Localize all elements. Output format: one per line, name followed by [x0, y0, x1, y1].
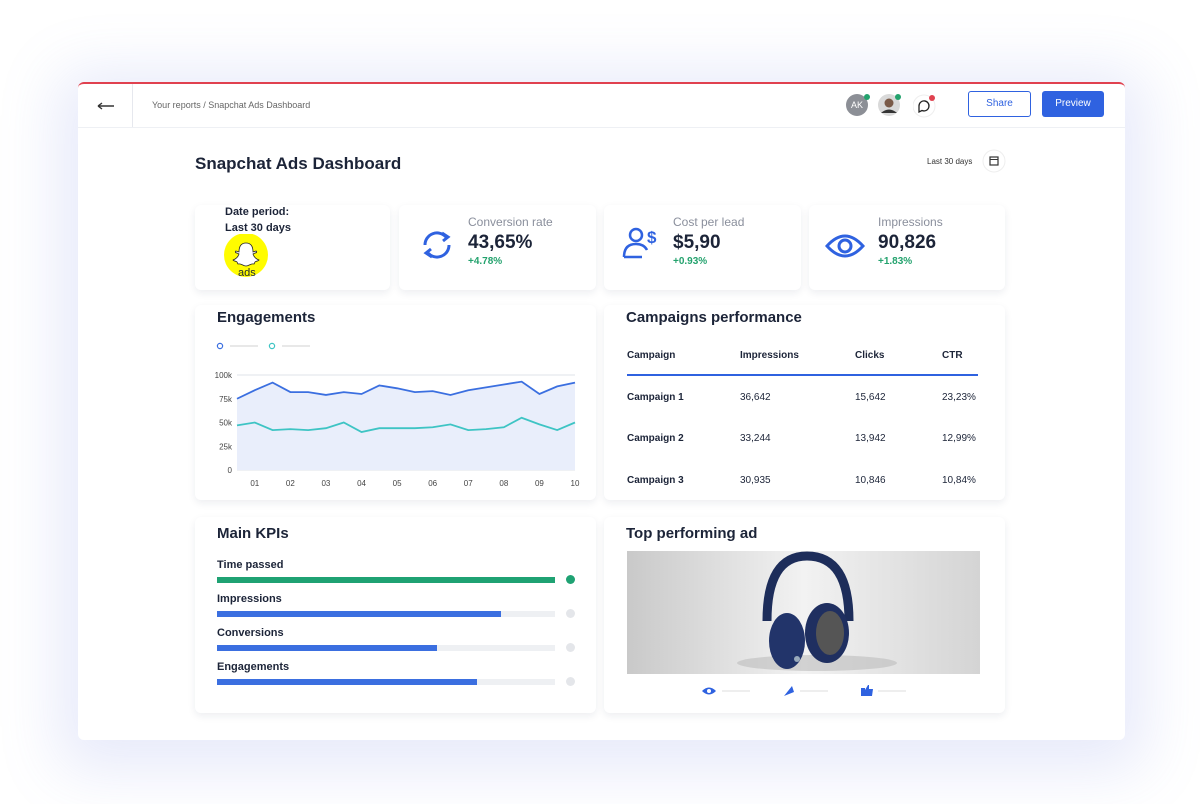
- card-title: Campaigns performance: [626, 309, 802, 326]
- x-tick-label: 01: [250, 479, 259, 488]
- breadcrumb[interactable]: Your reports / Snapchat Ads Dashboard: [152, 100, 311, 110]
- stat-change: +0.93%: [673, 256, 708, 267]
- header-rule: [627, 374, 978, 376]
- x-tick-label: 02: [286, 479, 295, 488]
- stat-label: Conversion rate: [468, 215, 553, 229]
- kpi-label: Conversions: [217, 627, 284, 639]
- card-title: Main KPIs: [217, 525, 289, 542]
- top-ad-card: Top performing ad: [604, 517, 1005, 713]
- x-tick-label: 06: [428, 479, 437, 488]
- preview-button[interactable]: Preview: [1042, 91, 1104, 117]
- header-border: [78, 127, 1125, 128]
- stat-change: +4.78%: [468, 256, 503, 267]
- ad-actions: [702, 685, 906, 696]
- stat-label: Impressions: [878, 215, 943, 229]
- logo-text: ads: [238, 267, 256, 279]
- cell: 36,642: [740, 392, 771, 403]
- progress-bar: [217, 577, 555, 583]
- area: [237, 381, 575, 470]
- kpis-card: Main KPIs Time passed Impressions Conversi…: [195, 517, 596, 713]
- cell: 10,846: [855, 475, 886, 486]
- legend-marker: [268, 342, 276, 350]
- stat-card: Impressions 90,826 +1.83%: [809, 205, 1005, 290]
- line: [236, 416, 576, 433]
- y-tick-label: 0: [228, 466, 233, 475]
- status-icon: [566, 609, 575, 618]
- y-tick-label: 25k: [219, 442, 233, 451]
- stat-value: 90,826: [878, 232, 937, 253]
- calendar-button[interactable]: [981, 149, 1007, 175]
- column-header: Clicks: [855, 350, 885, 361]
- x-tick-label: 05: [393, 479, 402, 488]
- progress-bar: [217, 679, 478, 685]
- ad-image: [627, 551, 980, 674]
- status-icon: [566, 643, 575, 652]
- status-dot: [864, 94, 870, 100]
- x-tick-label: 09: [535, 479, 544, 488]
- x-tick-label: 07: [464, 479, 473, 488]
- comments-icon[interactable]: [913, 94, 939, 118]
- cell: 10,84%: [942, 475, 976, 486]
- avatar-photo[interactable]: [878, 94, 902, 118]
- cell: 15,642: [855, 392, 886, 403]
- legend-marker: [216, 342, 224, 350]
- status-icon: [566, 677, 575, 686]
- x-tick-label: 04: [357, 479, 366, 488]
- kpi-label: Impressions: [217, 593, 282, 605]
- y-tick-label: 75k: [219, 395, 233, 404]
- column-header: Campaign: [627, 350, 676, 361]
- dashboard-title: Snapchat Ads Dashboard: [195, 154, 402, 173]
- kpi-label: Engagements: [217, 661, 290, 673]
- eye-icon: [825, 234, 865, 258]
- back-arrow[interactable]: [96, 98, 116, 114]
- campaigns-card: Campaigns performance Campaign Impressio…: [604, 305, 1005, 500]
- stat-value: $5,90: [673, 232, 721, 253]
- cell: 23,23%: [942, 392, 976, 403]
- avatar[interactable]: AK: [846, 94, 868, 116]
- stat-card: Conversion rate 43,65% +4.78%: [399, 205, 596, 290]
- cost-icon: $: [622, 227, 657, 259]
- x-tick-label: 10: [571, 479, 580, 488]
- refresh-icon: [423, 231, 451, 259]
- y-tick-label: 50k: [219, 419, 233, 428]
- legend-placeholder: [230, 345, 258, 347]
- cell: 13,942: [855, 433, 886, 444]
- cell: Campaign 3: [627, 475, 684, 486]
- column-header: CTR: [942, 350, 963, 361]
- status-icon: [566, 575, 575, 584]
- snapchat-logo: [224, 234, 268, 277]
- stat-card: $ Cost per lead $5,90 +0.93%: [604, 205, 801, 290]
- date-card: Date period: Last 30 days ads: [195, 205, 390, 290]
- progress-bar: [217, 611, 501, 617]
- stat-change: +1.83%: [878, 256, 913, 267]
- kpi-label: Time passed: [217, 559, 284, 571]
- column-header: Impressions: [740, 350, 799, 361]
- y-tick-label: 100k: [215, 371, 233, 380]
- date-value: Last 30 days: [225, 222, 292, 234]
- x-tick-label: 08: [499, 479, 508, 488]
- legend-placeholder: [282, 345, 310, 347]
- date-range[interactable]: Last 30 days: [927, 157, 973, 166]
- cell: Campaign 1: [627, 392, 684, 403]
- card-title: Engagements: [217, 309, 316, 326]
- card-title: Top performing ad: [626, 525, 758, 542]
- cell: 30,935: [740, 475, 771, 486]
- stat-label: Cost per lead: [673, 215, 745, 229]
- line: [236, 380, 576, 400]
- engagements-chart: 0 25k 50k 75k 100k 01 02 03 04 05 06 07 08 09 10: [215, 342, 580, 488]
- cell: 12,99%: [942, 433, 976, 444]
- stat-value: 43,65%: [468, 232, 533, 253]
- header-divider: [132, 84, 133, 128]
- date-label: Date period:: [225, 206, 290, 218]
- share-button[interactable]: Share: [968, 91, 1031, 117]
- x-tick-label: 03: [321, 479, 330, 488]
- cell: Campaign 2: [627, 433, 684, 444]
- svg-text:$: $: [647, 228, 657, 247]
- progress-bar: [217, 645, 437, 651]
- cell: 33,244: [740, 433, 771, 444]
